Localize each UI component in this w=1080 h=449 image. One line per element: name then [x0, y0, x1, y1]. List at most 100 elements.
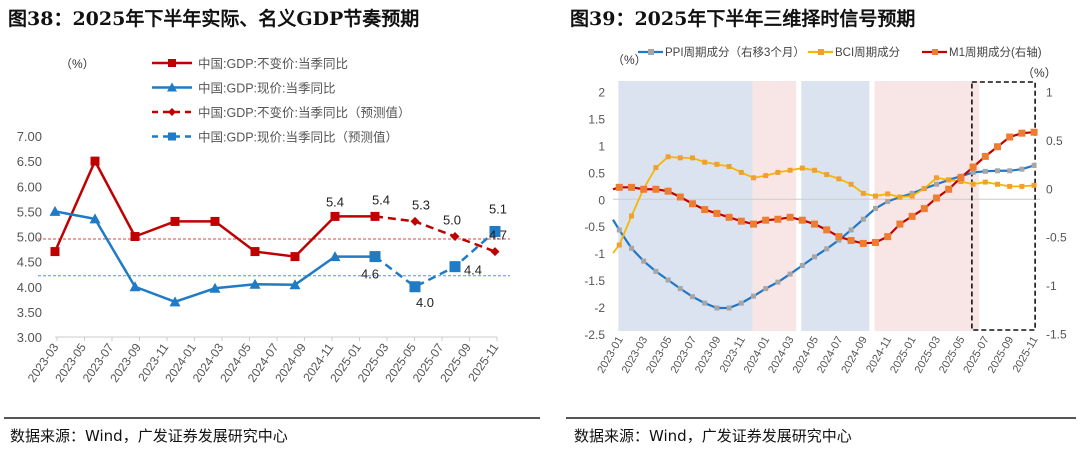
- data-point: [763, 173, 769, 179]
- shaded-period: [801, 81, 870, 331]
- data-point: [848, 181, 854, 187]
- data-point: [615, 183, 623, 191]
- right-y-tick-label: -0.5: [1046, 231, 1067, 245]
- left-y-tick-label: 2: [598, 86, 605, 100]
- data-point: [489, 225, 501, 237]
- data-point: [726, 163, 732, 169]
- data-point: [738, 300, 744, 306]
- left-y-tick-label: 1.5: [588, 113, 605, 127]
- data-point: [329, 251, 341, 262]
- data-point: [616, 242, 622, 248]
- data-point: [676, 193, 684, 201]
- data-point: [449, 261, 461, 273]
- y-axis-unit-label: （%）: [60, 57, 95, 71]
- data-point: [775, 279, 781, 285]
- legend-label: M1周期成分(右轴): [949, 45, 1042, 59]
- data-point: [945, 185, 953, 193]
- data-point: [170, 216, 180, 226]
- data-point: [653, 165, 659, 171]
- right-y-tick-label: 1: [1046, 86, 1053, 100]
- data-label: 5.3: [412, 197, 430, 212]
- data-point: [908, 212, 916, 220]
- left-chart-title: 图38：2025年下半年实际、名义GDP节奏预期: [8, 8, 420, 30]
- data-point: [847, 237, 855, 245]
- data-point: [836, 176, 842, 182]
- data-point: [909, 190, 915, 196]
- legend-label: BCI周期成分: [835, 46, 901, 59]
- legend-label: 中国:GDP:不变价:当季同比（预测值）: [198, 105, 411, 120]
- data-point: [89, 213, 101, 224]
- data-point: [873, 193, 878, 199]
- y-tick-label: 3.00: [17, 330, 42, 345]
- data-point: [653, 268, 659, 274]
- data-point: [751, 175, 756, 181]
- data-point: [897, 194, 903, 200]
- legend-marker: [168, 108, 176, 116]
- legend-marker: [168, 132, 176, 141]
- data-point: [872, 238, 879, 246]
- data-point: [970, 181, 976, 187]
- data-point: [330, 211, 340, 221]
- data-point: [370, 211, 380, 221]
- data-point: [1007, 168, 1013, 174]
- left-y-tick-label: -2: [594, 301, 605, 315]
- data-label: 5.4: [326, 194, 344, 209]
- data-label: 5.0: [443, 213, 461, 228]
- data-point: [884, 233, 892, 241]
- data-point: [909, 193, 915, 199]
- data-label: 4.4: [464, 263, 482, 278]
- data-point: [995, 168, 1000, 174]
- data-point: [763, 286, 769, 292]
- data-point: [289, 279, 301, 290]
- data-point: [640, 185, 648, 193]
- data-point: [786, 213, 794, 221]
- legend-label: 中国:GDP:现价:当季同比: [198, 81, 336, 96]
- data-point: [725, 213, 733, 221]
- data-point: [652, 185, 660, 193]
- data-point: [798, 216, 806, 224]
- data-point: [1006, 133, 1014, 141]
- data-label: 5.1: [489, 201, 507, 216]
- data-point: [1019, 166, 1025, 172]
- data-point: [835, 233, 843, 241]
- data-point: [1018, 129, 1026, 137]
- data-point: [738, 169, 744, 175]
- data-point: [750, 220, 757, 228]
- data-point: [934, 181, 939, 187]
- data-point: [1031, 162, 1037, 168]
- y-tick-label: 4.50: [17, 255, 42, 270]
- left-axis-unit-label: （%）: [612, 53, 647, 67]
- data-point: [665, 277, 671, 283]
- data-point: [664, 187, 672, 195]
- data-point: [860, 216, 866, 222]
- data-point: [714, 305, 720, 311]
- data-point: [1019, 183, 1025, 189]
- series-line-2: [374, 215, 496, 253]
- data-point: [787, 167, 793, 173]
- data-point: [629, 245, 634, 251]
- data-point: [859, 239, 867, 247]
- y-tick-label: 4.00: [17, 280, 42, 295]
- data-point: [641, 258, 647, 264]
- forecast-box: [971, 81, 1036, 331]
- data-point: [981, 152, 989, 160]
- legend-label: 中国:GDP:不变价:当季同比: [198, 56, 348, 71]
- data-point: [946, 177, 952, 183]
- data-point: [490, 247, 500, 257]
- right-y-tick-label: 0.5: [1046, 134, 1063, 148]
- data-point: [369, 251, 381, 263]
- legend-marker: [168, 59, 176, 67]
- data-point: [970, 169, 976, 175]
- data-point: [628, 183, 635, 191]
- data-point: [701, 206, 709, 214]
- data-point: [169, 296, 181, 307]
- data-point: [774, 215, 782, 223]
- data-point: [860, 190, 866, 196]
- data-point: [958, 179, 964, 185]
- data-point: [450, 232, 460, 241]
- left-y-tick-label: 1: [598, 140, 605, 154]
- data-point: [848, 227, 854, 233]
- data-point: [714, 161, 720, 167]
- data-point: [726, 305, 732, 311]
- data-point: [762, 216, 770, 224]
